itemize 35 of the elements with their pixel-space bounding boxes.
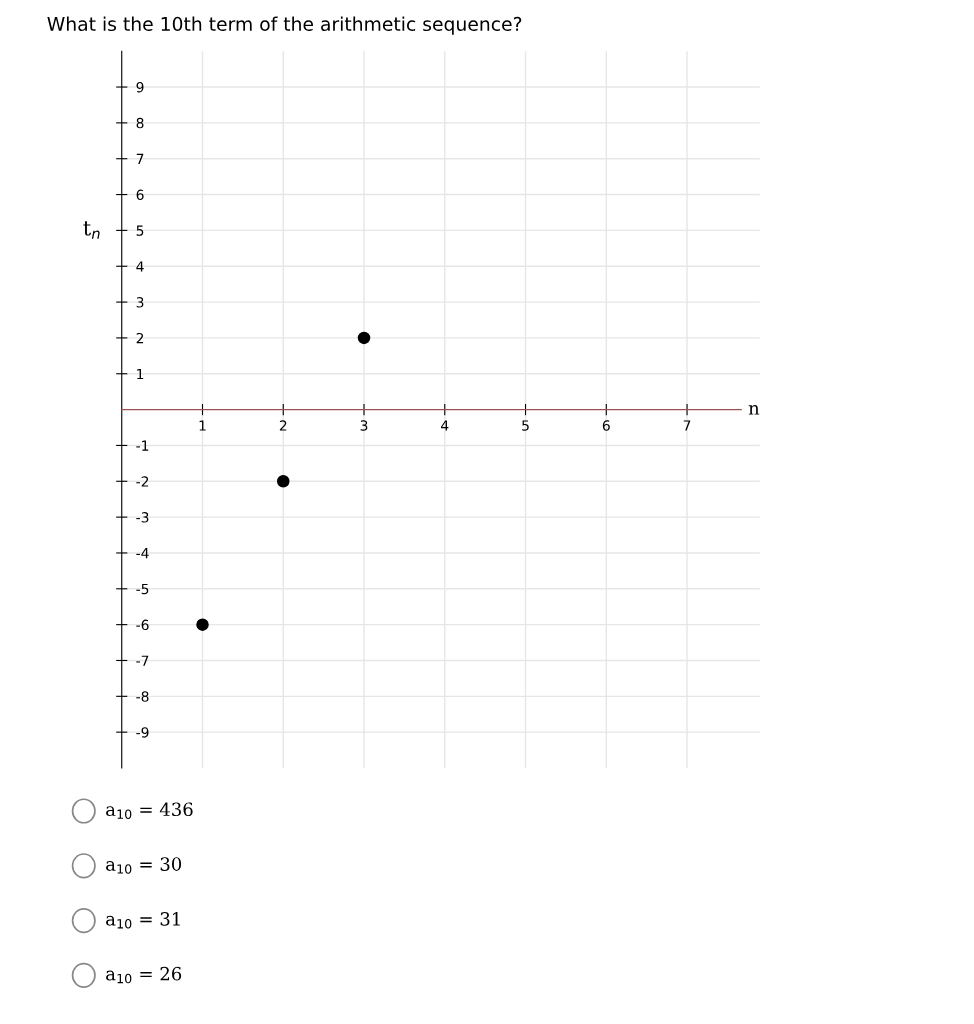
x-tick-label: 4 [441,420,449,431]
y-tick-label: 5 [136,225,144,236]
x-tick-label: 5 [522,420,529,431]
x-tick-label: 1 [199,420,206,431]
x-tick-label: 7 [683,420,691,431]
point [277,475,290,488]
y-tick-label: 3 [136,297,144,308]
text: a$_{10}$ = 30 [106,857,182,874]
y-tick-label: -8 [136,691,149,702]
chart-title: What is the 10th term of the arithmetic sequence? [47,16,522,35]
y-tick-label: -6 [136,619,149,631]
text: a$_{10}$ = 31 [106,912,180,929]
text: a$_{10}$ = 26 [106,966,182,984]
y-tick-label: -1 [136,440,149,451]
point [196,618,209,631]
point [357,331,371,345]
x-tick-label: 3 [360,420,368,431]
y-tick-label: 1 [137,368,144,380]
y-tick-label: -3 [136,512,149,523]
y-tick-label: 7 [136,153,144,164]
y-tick-label: -9 [136,727,149,738]
y-tick-label: 6 [136,189,144,201]
x-axis-title: n [748,404,760,415]
y-tick-label: 9 [136,82,144,93]
y-tick-label: -7 [136,655,149,666]
y-tick-label: -4 [136,548,149,559]
x-tick-label: 6 [602,420,610,431]
y-tick-label: -5 [136,583,149,595]
y-axis-title: t$_{n}$ [83,221,100,239]
y-tick-label: 4 [136,261,144,272]
x-tick-label: 2 [279,420,287,431]
y-tick-label: 2 [136,332,144,344]
text: a$_{10}$ = 436 [106,802,193,819]
y-tick-label: -2 [136,476,149,487]
y-tick-label: 8 [136,117,144,129]
